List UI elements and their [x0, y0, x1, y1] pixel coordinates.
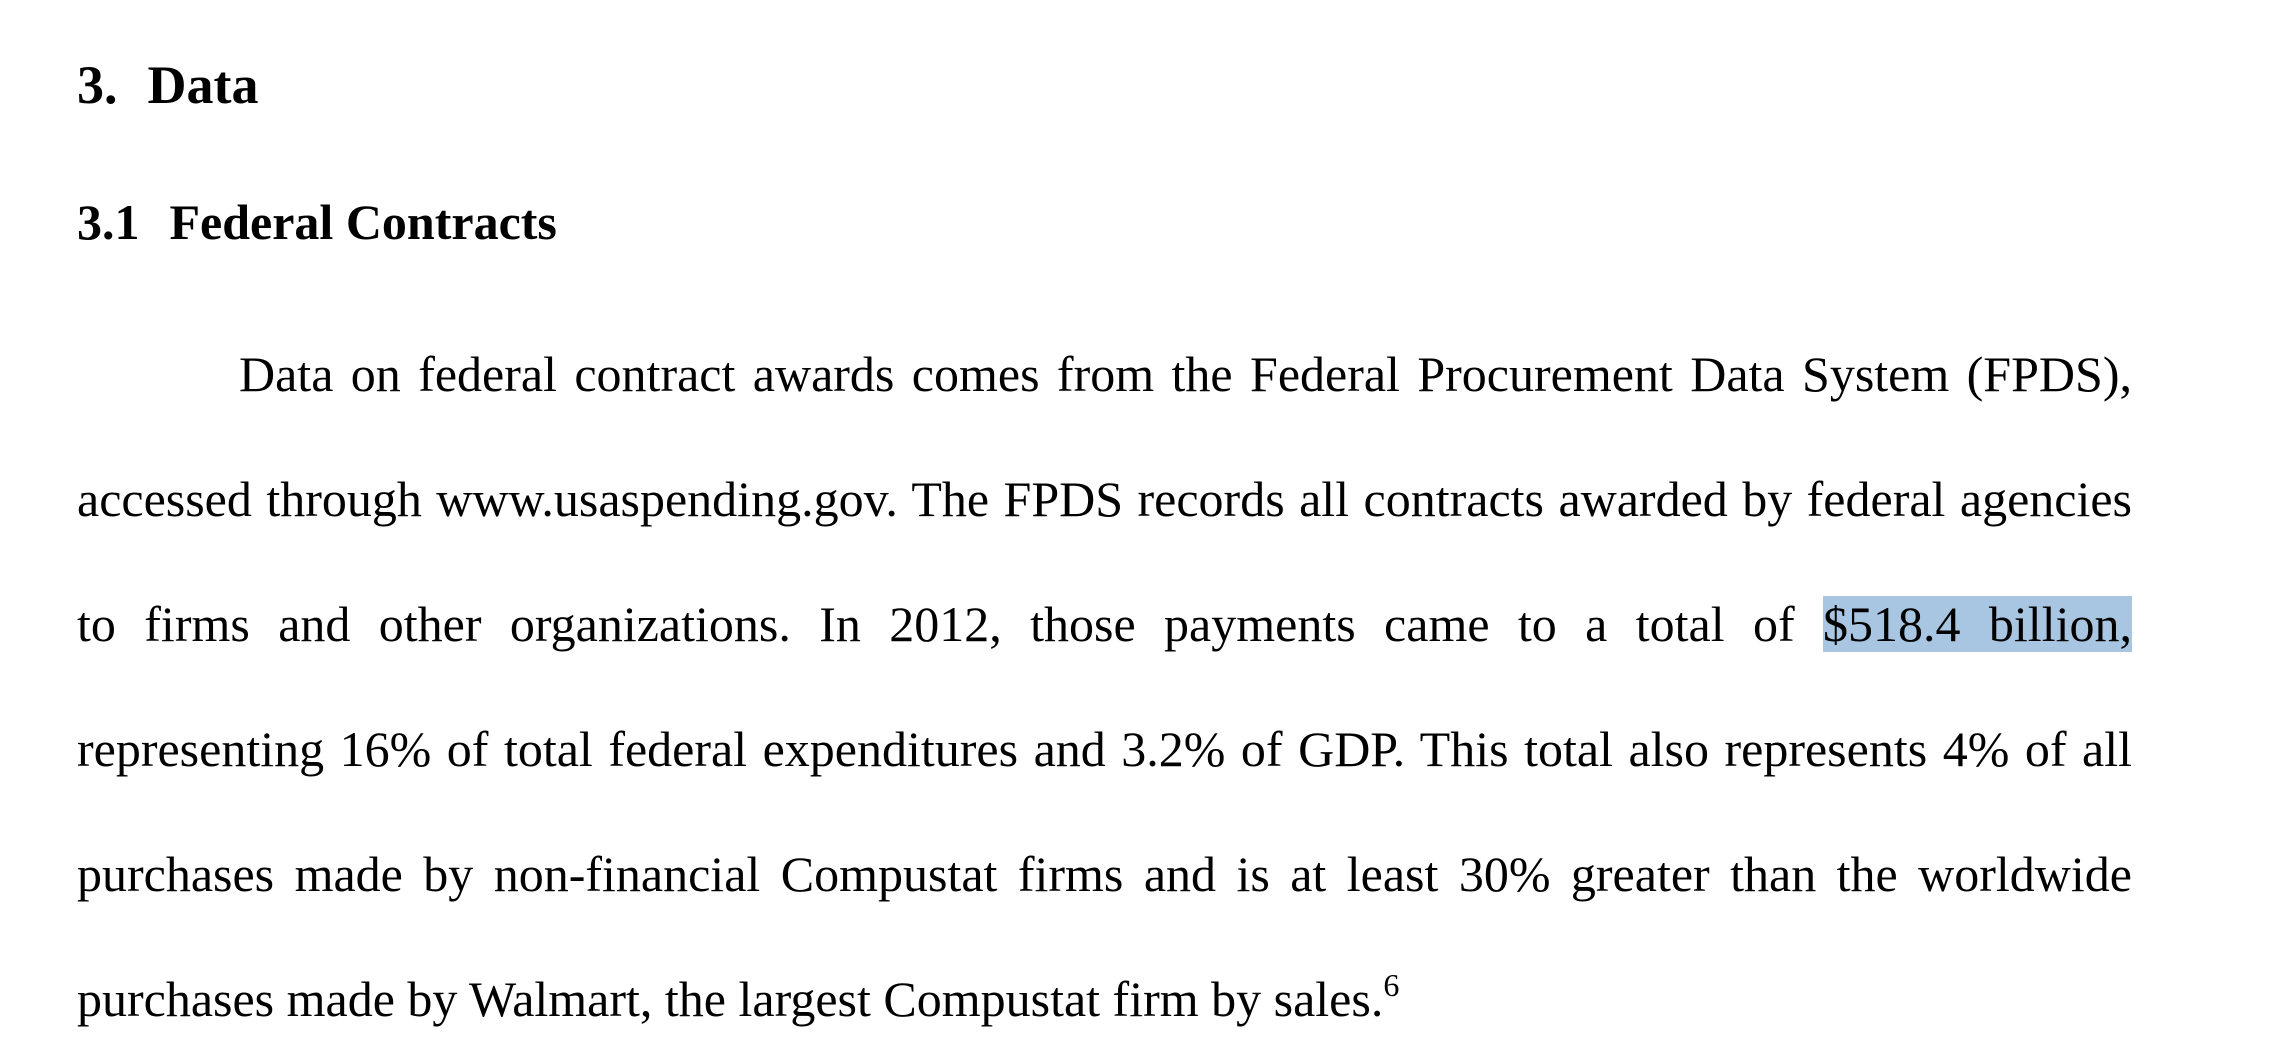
section-number: 3.: [77, 55, 118, 115]
document-page: 3. Data 3.1 Federal Contracts Data on fede…: [77, 58, 2132, 1027]
section-title: Data: [147, 55, 259, 115]
paragraph-text-after-highlight: representing 16% of total federal expend…: [77, 721, 2132, 1027]
footnote-marker[interactable]: 6: [1383, 967, 1400, 1003]
section-heading: 3. Data: [77, 58, 258, 112]
subsection-title: Federal Contracts: [169, 194, 557, 250]
subsection-number: 3.1: [77, 194, 140, 250]
body-paragraph[interactable]: Data on federal contract awards comes fr…: [77, 312, 2132, 1062]
paragraph-text-before-highlight: Data on federal contract awards comes fr…: [77, 346, 2132, 652]
selected-text-highlight[interactable]: $518.4 billion,: [1823, 596, 2132, 652]
subsection-heading: 3.1 Federal Contracts: [77, 197, 557, 247]
